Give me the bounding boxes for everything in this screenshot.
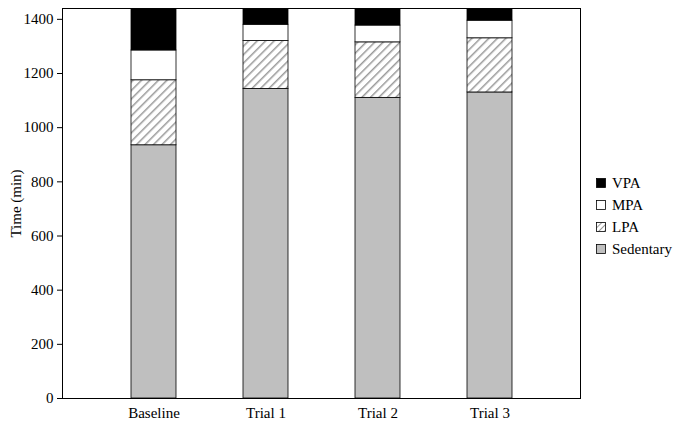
html-text:LPA: LPA [612,218,639,235]
html-text:MPA: MPA [612,196,644,213]
svg-text:Baseline: Baseline [128,405,180,421]
svg-text:600: 600 [31,228,54,244]
svg-text:Trial 2: Trial 2 [358,405,398,421]
svg-text:0: 0 [46,390,54,406]
svg-text:800: 800 [31,174,54,190]
svg-text:Trial 1: Trial 1 [246,405,286,421]
html-text:VPA: VPA [612,174,641,191]
svg-text:400: 400 [31,282,54,298]
svg-text:1400: 1400 [24,11,54,27]
svg-text:Time (min): Time (min) [8,169,25,237]
svg-text:200: 200 [31,336,54,352]
svg-text:1200: 1200 [24,65,54,81]
svg-text:Trial 3: Trial 3 [470,405,510,421]
svg-text:1000: 1000 [24,119,54,135]
html-text:Sedentary: Sedentary [612,240,672,257]
